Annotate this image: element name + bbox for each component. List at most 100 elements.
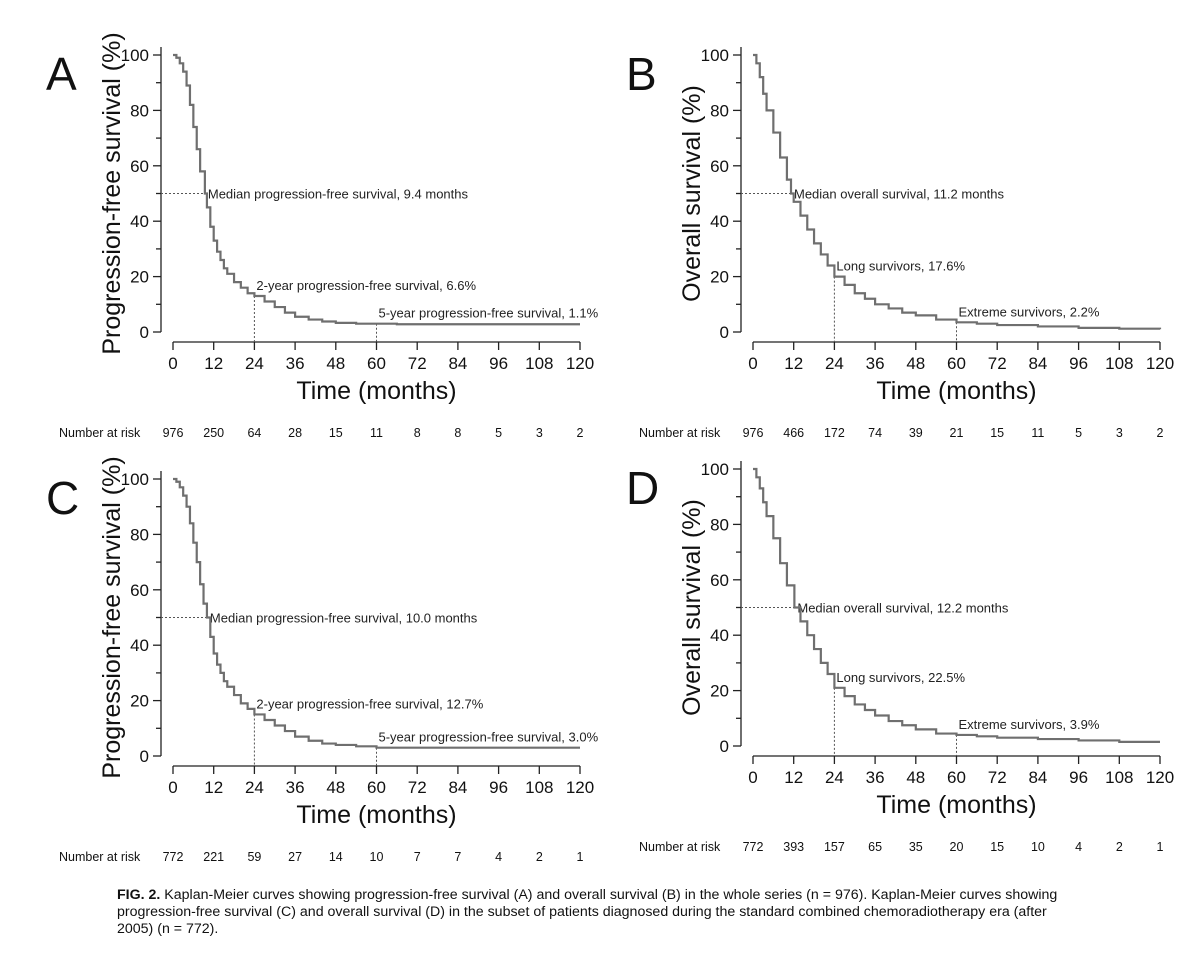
number-at-risk-value: 976 bbox=[163, 426, 184, 440]
panel-letter: C bbox=[46, 472, 79, 524]
number-at-risk-value: 2 bbox=[536, 850, 543, 864]
x-tick-label: 84 bbox=[1028, 354, 1047, 373]
x-tick-label: 120 bbox=[566, 778, 594, 797]
panel-letter: D bbox=[626, 462, 659, 514]
number-at-risk-label: Number at risk bbox=[639, 426, 721, 440]
survival-curve bbox=[173, 477, 580, 749]
x-tick-label: 0 bbox=[748, 354, 757, 373]
x-tick-label: 108 bbox=[1105, 768, 1133, 787]
number-at-risk-value: 976 bbox=[743, 426, 764, 440]
time-annotation: 5-year progression-free survival, 1.1% bbox=[379, 306, 599, 321]
x-axis-title: Time (months) bbox=[876, 377, 1036, 405]
time-annotation: Extreme survivors, 2.2% bbox=[959, 304, 1100, 319]
x-tick-label: 96 bbox=[489, 354, 508, 373]
x-tick-label: 72 bbox=[408, 778, 427, 797]
y-tick-label: 60 bbox=[130, 157, 149, 176]
median-annotation: Median progression-free survival, 10.0 m… bbox=[210, 611, 478, 626]
panel-letter: B bbox=[626, 48, 657, 100]
x-tick-label: 108 bbox=[525, 778, 553, 797]
survival-curve bbox=[173, 53, 580, 326]
x-tick-label: 120 bbox=[1146, 354, 1174, 373]
number-at-risk-value: 14 bbox=[329, 850, 343, 864]
x-tick-label: 84 bbox=[448, 778, 467, 797]
x-tick-label: 48 bbox=[326, 778, 345, 797]
number-at-risk-value: 15 bbox=[329, 426, 343, 440]
number-at-risk-label: Number at risk bbox=[59, 850, 141, 864]
number-at-risk-value: 39 bbox=[909, 426, 923, 440]
y-tick-label: 80 bbox=[130, 525, 149, 544]
x-axis-title: Time (months) bbox=[296, 801, 456, 829]
x-tick-label: 0 bbox=[168, 354, 177, 373]
x-tick-label: 120 bbox=[566, 354, 594, 373]
x-tick-label: 12 bbox=[784, 354, 803, 373]
number-at-risk-value: 74 bbox=[868, 426, 882, 440]
number-at-risk-value: 65 bbox=[868, 840, 882, 854]
y-tick-label: 40 bbox=[130, 636, 149, 655]
panel-c: C 0 20 40 60 80 100 0 12 24 36 48 60 72 84 96 108 120 Time… bbox=[0, 424, 600, 864]
survival-curve bbox=[753, 53, 1162, 330]
y-tick-label: 60 bbox=[130, 581, 149, 600]
number-at-risk-value: 1 bbox=[577, 850, 584, 864]
x-tick-label: 24 bbox=[245, 354, 264, 373]
survival-curve bbox=[753, 467, 1160, 743]
x-tick-label: 72 bbox=[988, 768, 1007, 787]
number-at-risk-label: Number at risk bbox=[639, 840, 721, 854]
y-tick-label: 20 bbox=[710, 682, 729, 701]
number-at-risk-value: 21 bbox=[950, 426, 964, 440]
x-tick-label: 108 bbox=[525, 354, 553, 373]
x-tick-label: 120 bbox=[1146, 768, 1174, 787]
y-tick-label: 0 bbox=[140, 747, 149, 766]
median-annotation: Median progression-free survival, 9.4 mo… bbox=[208, 187, 469, 202]
y-axis-title: Overall survival (%) bbox=[678, 85, 706, 302]
x-tick-label: 12 bbox=[784, 768, 803, 787]
number-at-risk-value: 10 bbox=[370, 850, 384, 864]
figure-caption: FIG. 2. Kaplan-Meier curves showing prog… bbox=[117, 887, 1077, 938]
x-tick-label: 72 bbox=[408, 354, 427, 373]
x-axis-title: Time (months) bbox=[876, 791, 1036, 819]
number-at-risk-value: 3 bbox=[536, 426, 543, 440]
time-annotation: 5-year progression-free survival, 3.0% bbox=[379, 730, 599, 745]
x-tick-label: 24 bbox=[825, 354, 844, 373]
panel-a: A 0 20 40 60 80 100 0 12 24 36 48 60 72 84 96 108 120 Time… bbox=[0, 0, 600, 440]
y-tick-label: 100 bbox=[701, 460, 729, 479]
x-tick-label: 12 bbox=[204, 354, 223, 373]
number-at-risk-value: 59 bbox=[247, 850, 261, 864]
x-tick-label: 96 bbox=[1069, 768, 1088, 787]
number-at-risk-value: 7 bbox=[454, 850, 461, 864]
x-tick-label: 96 bbox=[489, 778, 508, 797]
x-tick-label: 84 bbox=[1028, 768, 1047, 787]
number-at-risk-value: 772 bbox=[743, 840, 764, 854]
x-tick-label: 0 bbox=[748, 768, 757, 787]
number-at-risk-value: 4 bbox=[495, 850, 502, 864]
number-at-risk-value: 20 bbox=[950, 840, 964, 854]
number-at-risk-value: 172 bbox=[824, 426, 845, 440]
y-tick-label: 80 bbox=[710, 515, 729, 534]
y-tick-label: 20 bbox=[710, 268, 729, 287]
number-at-risk-value: 28 bbox=[288, 426, 302, 440]
x-tick-label: 96 bbox=[1069, 354, 1088, 373]
number-at-risk-value: 11 bbox=[370, 426, 383, 440]
panel-b: B 0 20 40 60 80 100 0 12 24 36 48 60 72 84 96 108 120 Time… bbox=[580, 0, 1180, 440]
y-tick-label: 40 bbox=[710, 212, 729, 231]
number-at-risk-value: 8 bbox=[414, 426, 421, 440]
number-at-risk-value: 3 bbox=[1116, 426, 1123, 440]
x-tick-label: 60 bbox=[947, 768, 966, 787]
panel-d: D 0 20 40 60 80 100 0 12 24 36 48 60 72 84 96 108 120 Time… bbox=[580, 414, 1180, 854]
y-tick-label: 80 bbox=[710, 101, 729, 120]
number-at-risk-value: 4 bbox=[1075, 840, 1082, 854]
y-axis-title: Overall survival (%) bbox=[678, 499, 706, 716]
caption-text: Kaplan-Meier curves showing progression-… bbox=[117, 887, 1058, 937]
x-axis-title: Time (months) bbox=[296, 377, 456, 405]
number-at-risk-label: Number at risk bbox=[59, 426, 141, 440]
x-tick-label: 108 bbox=[1105, 354, 1133, 373]
number-at-risk-value: 772 bbox=[163, 850, 184, 864]
panel-letter: A bbox=[46, 48, 77, 100]
median-annotation: Median overall survival, 11.2 months bbox=[794, 187, 1005, 202]
x-tick-label: 48 bbox=[906, 768, 925, 787]
number-at-risk-value: 8 bbox=[454, 426, 461, 440]
y-axis-title: Progression-free survival (%) bbox=[98, 32, 126, 354]
time-annotation: Long survivors, 17.6% bbox=[836, 259, 965, 274]
